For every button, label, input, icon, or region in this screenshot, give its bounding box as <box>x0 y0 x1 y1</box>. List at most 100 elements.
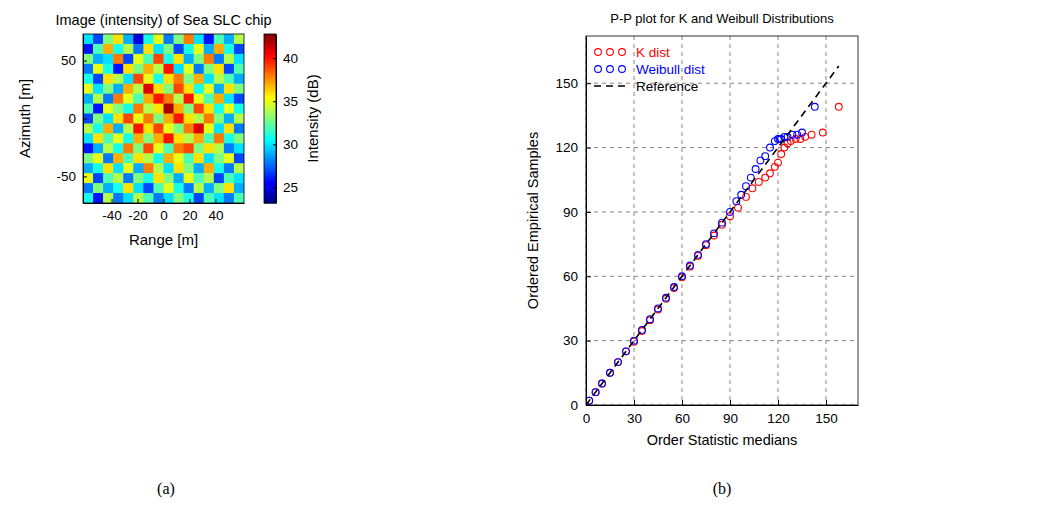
heatmap-cell <box>234 153 244 164</box>
legend: K distWeibull distReference <box>594 45 705 94</box>
heatmap-cell <box>113 34 124 45</box>
grid-line <box>730 36 731 405</box>
heatmap-cell <box>214 94 225 105</box>
heatmap-cell <box>184 94 195 105</box>
heatmap-cell <box>184 74 195 85</box>
heatmap-cell <box>204 173 215 184</box>
axis-line <box>276 35 277 204</box>
grid-line <box>586 276 858 277</box>
tick: 0 <box>160 199 168 223</box>
tick: 0 <box>570 398 591 413</box>
heatmap-cell <box>83 114 94 125</box>
heatmap-cell <box>153 183 164 194</box>
heatmap-cell <box>164 153 175 164</box>
heatmap-cell <box>224 94 235 105</box>
series-points <box>586 103 818 404</box>
heatmap-cell <box>143 183 154 194</box>
heatmap-cell <box>214 114 225 125</box>
heatmap-cell <box>214 153 225 164</box>
chart-title: P-P plot for K and Weibull Distributions <box>610 11 834 26</box>
heatmap-cell <box>123 153 134 164</box>
heatmap-cell <box>133 123 144 134</box>
heatmap-cell <box>214 74 225 85</box>
heatmap-cell <box>224 64 235 75</box>
tick: 150 <box>815 400 838 426</box>
heatmap-cell <box>174 143 185 154</box>
heatmap-cell <box>133 64 144 75</box>
heatmap-cell <box>123 173 134 184</box>
heatmap-cell <box>224 54 235 65</box>
heatmap-cell <box>93 183 104 194</box>
heatmap-cell <box>93 153 104 164</box>
heatmap-cell <box>83 133 94 144</box>
heatmap-cell <box>153 104 164 115</box>
heatmap-cell <box>133 104 144 115</box>
heatmap-cell <box>164 173 175 184</box>
heatmap-cell <box>234 44 244 55</box>
tick: 60 <box>675 400 690 426</box>
heatmap-cell <box>164 163 175 174</box>
heatmap-cell <box>204 34 215 45</box>
heatmap-cell <box>174 74 185 85</box>
heatmap-cell <box>234 84 244 95</box>
tick-mark <box>586 276 591 277</box>
heatmap-cell <box>174 163 185 174</box>
heatmap-cell <box>103 84 114 95</box>
heatmap-cell <box>143 123 154 134</box>
heatmap-cell <box>103 54 114 65</box>
heatmap-cell <box>214 183 225 194</box>
tick-mark <box>826 400 827 405</box>
data-point <box>811 103 818 110</box>
heatmap-cell <box>113 123 124 134</box>
heatmap-cell <box>224 163 235 174</box>
heatmap-cell <box>153 114 164 125</box>
heatmap-cell <box>93 163 104 174</box>
heatmap-cell <box>224 104 235 115</box>
heatmap-cell <box>103 44 114 55</box>
tick: 150 <box>555 76 591 91</box>
colorbar-title: Intensity (dB) <box>304 74 321 162</box>
heatmap-cell <box>204 44 215 55</box>
heatmap-cell <box>123 94 134 105</box>
heatmap-cell <box>214 84 225 95</box>
heatmap-cell <box>184 163 195 174</box>
heatmap-cell <box>194 193 205 203</box>
figure: -40-2002040-50050Image (intensity) of Se… <box>0 0 1054 516</box>
tick-mark <box>273 101 276 102</box>
heatmap-cell <box>164 193 175 203</box>
heatmap-cell <box>113 74 124 85</box>
heatmap-cell <box>204 94 215 105</box>
heatmap-cell <box>194 64 205 75</box>
heatmap-cell <box>214 64 225 75</box>
heatmap-cell <box>143 84 154 95</box>
heatmap-cell <box>204 163 215 174</box>
heatmap-cell <box>153 84 164 95</box>
heatmap-cell <box>143 74 154 85</box>
heatmap-cell <box>194 163 205 174</box>
tick-mark <box>682 400 683 405</box>
tick-label: -50 <box>56 169 76 184</box>
heatmap-cell <box>83 143 94 154</box>
heatmap-cell <box>113 84 124 95</box>
heatmap-cell <box>174 64 185 75</box>
tick-label: 0 <box>160 208 168 223</box>
heatmap-cell <box>83 34 94 45</box>
heatmap-cell <box>153 193 164 203</box>
heatmap-cell <box>194 54 205 65</box>
legend-swatch <box>595 49 602 56</box>
heatmap-cell <box>194 84 205 95</box>
heatmap-cell <box>204 74 215 85</box>
heatmap-cell <box>194 133 205 144</box>
heatmap-cell <box>153 44 164 55</box>
tick-label: -20 <box>128 208 148 223</box>
heatmap-cell <box>113 64 124 75</box>
tick: 120 <box>555 140 591 155</box>
heatmap-cell <box>103 123 114 134</box>
heatmap-cell <box>174 104 185 115</box>
heatmap-cell <box>214 133 225 144</box>
heatmap-cell <box>93 54 104 65</box>
heatmap-cell <box>234 94 244 105</box>
axis-line <box>586 37 587 406</box>
heatmap-cell <box>123 193 134 203</box>
heatmap-cell <box>174 34 185 45</box>
